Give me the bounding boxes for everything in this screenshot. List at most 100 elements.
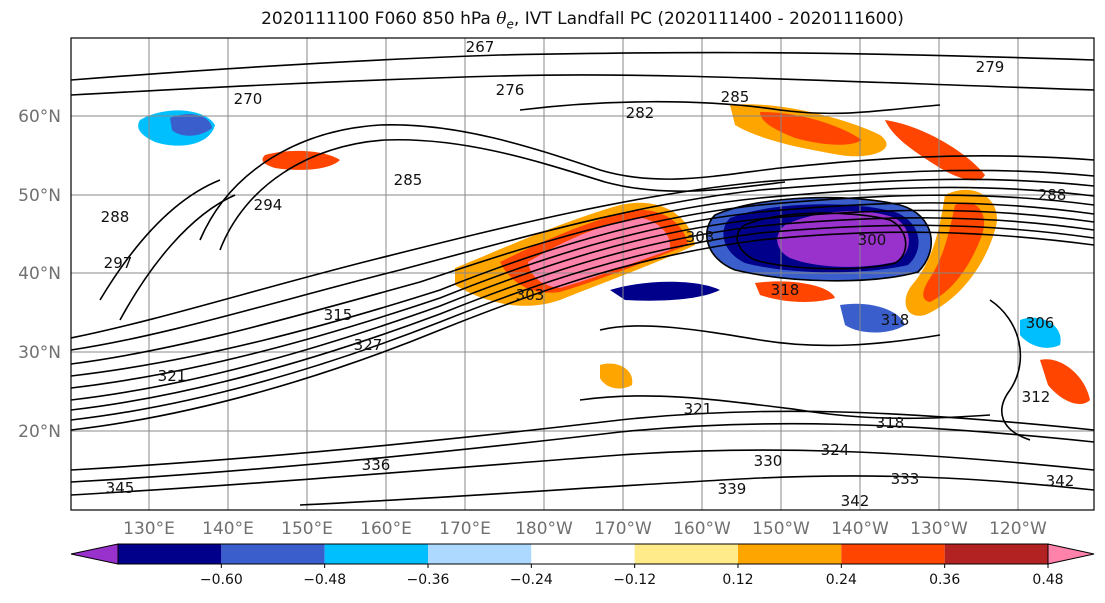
colorbar-tick-label: −0.36 bbox=[407, 572, 450, 588]
contour-line bbox=[989, 299, 1031, 441]
central-negative bbox=[610, 281, 720, 301]
contour-line bbox=[706, 196, 932, 282]
latitude-label: 60°N bbox=[18, 107, 61, 127]
contour-label: 285 bbox=[721, 88, 750, 106]
longitude-label: 180°W bbox=[515, 519, 573, 539]
colorbar-bin bbox=[428, 544, 532, 564]
contour-label: 342 bbox=[841, 492, 870, 510]
title-suffix: , IVT Landfall PC (2020111400 - 20201116… bbox=[513, 9, 904, 29]
west-coast-positive bbox=[1040, 359, 1090, 405]
longitude-label: 130°E bbox=[123, 519, 175, 539]
contour-line bbox=[99, 179, 221, 301]
map-frame bbox=[70, 37, 1095, 511]
contour-label: 279 bbox=[976, 58, 1005, 76]
contour-label: 294 bbox=[254, 196, 283, 214]
contour-label: 318 bbox=[771, 281, 800, 299]
longitude-label: 170°E bbox=[439, 519, 491, 539]
colorbar-tick-label: −0.48 bbox=[303, 572, 346, 588]
coastal-positive-core bbox=[923, 202, 985, 302]
longitude-label: 130°W bbox=[910, 519, 968, 539]
contour-line bbox=[119, 194, 236, 321]
contour-label: 339 bbox=[718, 480, 747, 498]
colorbar-tick-label: 0.24 bbox=[826, 572, 857, 588]
contour-line bbox=[71, 186, 1094, 365]
longitude-label: 160°W bbox=[673, 519, 731, 539]
contour-line bbox=[71, 217, 1094, 411]
latitude-label: 50°N bbox=[18, 186, 61, 206]
contour-line bbox=[199, 123, 1094, 241]
colorbar-frame bbox=[117, 543, 1049, 565]
colorbar-bin bbox=[531, 544, 635, 564]
contour-label: 342 bbox=[1046, 472, 1075, 490]
contour-line bbox=[71, 449, 1094, 496]
contour-label: 285 bbox=[394, 171, 423, 189]
contour-label: 270 bbox=[234, 90, 263, 108]
colorbar-extend-low bbox=[70, 543, 119, 565]
okhotsk-positive bbox=[262, 150, 340, 170]
latitude-labels: 20°N 30°N 40°N 50°N 60°N bbox=[18, 107, 61, 442]
theta-e-contours bbox=[71, 51, 1094, 506]
contour-line bbox=[71, 74, 1094, 96]
longitude-label: 140°W bbox=[831, 519, 889, 539]
theta-symbol: θ bbox=[496, 9, 507, 29]
colorbar-tick-label: 0.12 bbox=[722, 572, 753, 588]
contour-label: 318 bbox=[876, 414, 905, 432]
longitude-label: 170°W bbox=[594, 519, 652, 539]
contour-line bbox=[71, 194, 1094, 377]
contour-label: 333 bbox=[891, 470, 920, 488]
contour-labels: 270 267 279 276 282 285 288 294 297 285 303 300 303 3… bbox=[101, 38, 1075, 510]
contour-label: 321 bbox=[158, 367, 187, 385]
contour-label: 306 bbox=[1026, 314, 1055, 332]
west-coast-negative bbox=[1020, 317, 1061, 348]
contour-label: 324 bbox=[821, 441, 850, 459]
colorbar-bin bbox=[118, 544, 222, 564]
contour-label: 327 bbox=[354, 336, 383, 354]
alaska-positive-core bbox=[760, 112, 862, 145]
colorbar-tick-label: −0.12 bbox=[613, 572, 656, 588]
midlat-positive bbox=[755, 281, 835, 302]
contour-label: 312 bbox=[1022, 388, 1051, 406]
longitude-label: 120°W bbox=[989, 519, 1047, 539]
contour-line bbox=[71, 422, 1094, 483]
subtropic-positive bbox=[600, 363, 633, 389]
contour-line bbox=[71, 169, 1094, 339]
contour-label: 321 bbox=[684, 400, 713, 418]
colorbar-bin bbox=[841, 544, 945, 564]
contour-label: 276 bbox=[496, 81, 525, 99]
contour-line bbox=[599, 325, 941, 347]
longitude-labels: 130°E 140°E 150°E 160°E 170°E 180°W 170°W 160°W… bbox=[123, 519, 1047, 539]
longitude-label: 150°E bbox=[281, 519, 333, 539]
theta-subscript: e bbox=[506, 17, 514, 32]
contour-line bbox=[519, 100, 941, 115]
colorbar-bin bbox=[634, 544, 738, 564]
central-negative-2 bbox=[840, 303, 905, 333]
shaded-fields bbox=[138, 104, 1090, 405]
longitude-label: 140°E bbox=[202, 519, 254, 539]
latitude-label: 20°N bbox=[18, 422, 61, 442]
colorbar-tick-label: −0.24 bbox=[510, 572, 553, 588]
contour-line bbox=[579, 395, 991, 420]
map-panel: 270 267 279 276 282 285 288 294 297 285 303 300 303 3… bbox=[71, 38, 1094, 510]
colorbar-bin bbox=[221, 544, 325, 564]
contour-label: 303 bbox=[516, 286, 545, 304]
colorbar-extend-high bbox=[1047, 543, 1095, 565]
contour-label: 282 bbox=[626, 104, 655, 122]
longitude-label: 150°W bbox=[752, 519, 810, 539]
contour-line bbox=[71, 178, 1094, 351]
colorbar-bin bbox=[738, 544, 842, 564]
colorbar-tick-label: −0.60 bbox=[200, 572, 243, 588]
contour-line bbox=[71, 231, 1094, 431]
contour-line bbox=[71, 202, 1094, 389]
contour-label: 267 bbox=[466, 38, 495, 56]
contour-line bbox=[71, 51, 1094, 81]
contour-line bbox=[736, 212, 907, 270]
contour-label: 300 bbox=[858, 231, 887, 249]
contour-label: 330 bbox=[754, 452, 783, 470]
map-title: 2020111100 F060 850 hPa θe, IVT Landfall… bbox=[0, 9, 1105, 31]
title-prefix: 2020111100 F060 850 hPa bbox=[261, 9, 491, 29]
contour-label: 288 bbox=[101, 208, 130, 226]
bering-negative-core bbox=[170, 114, 212, 136]
contour-label: 336 bbox=[362, 456, 391, 474]
colorbar: −0.60 −0.48 −0.36 −0.24 −0.12 0.12 0.24 0.36 0.4… bbox=[70, 543, 1095, 588]
